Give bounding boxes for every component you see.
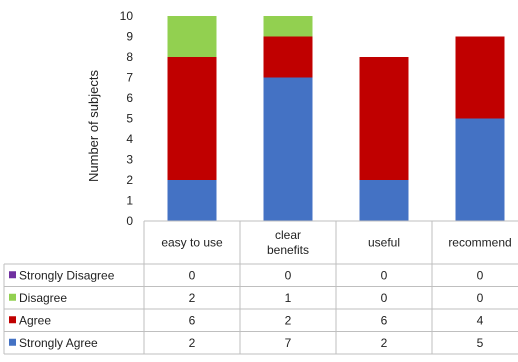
y-tick-label: 7 (126, 71, 133, 85)
bar-segment-agree (167, 57, 217, 180)
category-label: recommend (448, 236, 511, 250)
table-value: 0 (381, 291, 388, 305)
table-value: 0 (477, 291, 484, 305)
bar-segment-agree (359, 57, 409, 180)
legend-label: Strongly Agree (19, 336, 98, 350)
y-tick-label: 9 (126, 30, 133, 44)
y-axis-title: Number of subjects (86, 70, 101, 182)
table-value: 6 (381, 313, 388, 327)
table-value: 2 (381, 336, 388, 350)
y-tick-label: 6 (126, 91, 133, 105)
category-label: useful (368, 236, 400, 250)
legend-label: Agree (19, 313, 51, 327)
legend-label: Strongly Disagree (19, 268, 115, 282)
table-value: 2 (189, 336, 196, 350)
y-tick-label: 3 (126, 153, 133, 167)
bar-segment-strongly-agree (263, 77, 313, 221)
legend-swatch-strongly-agree (9, 338, 16, 346)
bar-segment-strongly-agree (455, 118, 505, 221)
legend-label: Disagree (19, 291, 67, 305)
y-tick-label: 0 (126, 214, 133, 228)
table-value: 0 (189, 268, 196, 282)
y-tick-label: 8 (126, 50, 133, 64)
y-tick-label: 1 (126, 194, 133, 208)
table-value: 0 (381, 268, 388, 282)
table-value: 1 (285, 291, 292, 305)
y-axis: 0 1 2 3 4 5 6 7 8 9 10 (120, 9, 134, 228)
table-value: 5 (477, 336, 484, 350)
legend-swatch-disagree (9, 293, 16, 301)
category-label: easy to use (161, 236, 223, 250)
table-value: 6 (189, 313, 196, 327)
bars (167, 16, 505, 221)
bar-segment-agree (455, 36, 505, 119)
legend-swatch-agree (9, 316, 16, 324)
legend-swatch-strongly-disagree (9, 271, 16, 279)
table-value: 2 (285, 313, 292, 327)
category-label: benefits (267, 243, 309, 257)
y-tick-label: 2 (126, 173, 133, 187)
table-value: 4 (477, 313, 484, 327)
y-tick-label: 4 (126, 132, 133, 146)
table-value: 0 (285, 268, 292, 282)
bar-segment-strongly-agree (359, 180, 409, 221)
bar-segment-disagree (263, 16, 313, 37)
category-label: clear (275, 228, 301, 242)
bar-segment-disagree (167, 16, 217, 57)
y-tick-label: 5 (126, 112, 133, 126)
bar-segment-agree (263, 36, 313, 78)
bar-segment-strongly-agree (167, 180, 217, 221)
table-value: 7 (285, 336, 292, 350)
table-value: 2 (189, 291, 196, 305)
y-tick-label: 10 (120, 9, 134, 23)
table-value: 0 (477, 268, 484, 282)
